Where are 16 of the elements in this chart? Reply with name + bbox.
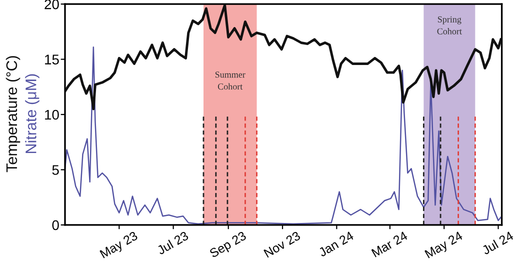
x-tick-label: Mar 24	[371, 230, 408, 258]
x-tick-label: Jul 23	[156, 230, 189, 256]
text: Nitrate (μM)	[25, 74, 40, 154]
y-tick-label: 15	[45, 54, 59, 64]
y-tick-label: 10	[45, 110, 59, 120]
text: Temperature (°C)	[6, 56, 20, 172]
x-tick-label: Sep 23	[208, 231, 248, 260]
band-label: Spring Cohort	[437, 16, 462, 34]
x-tick-label: May 23	[100, 231, 140, 261]
y-tick-label: 0	[52, 220, 59, 230]
x-tick-label: May 24	[424, 230, 464, 261]
band-label: Summer Cohort	[215, 72, 246, 90]
y-tick-label: 5	[52, 165, 59, 175]
x-tick-label: Jul 24	[481, 230, 514, 256]
x-tick-label: Jan 24	[318, 230, 354, 258]
x-tick-label: Nov 23	[264, 231, 301, 258]
